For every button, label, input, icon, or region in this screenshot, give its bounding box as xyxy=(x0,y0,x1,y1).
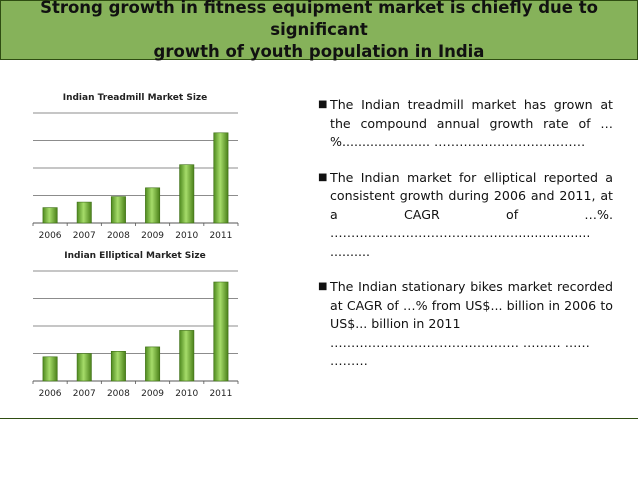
x-tick-label: 2011 xyxy=(209,231,232,241)
bar-2006 xyxy=(42,356,58,382)
square-bullet-icon: ■ xyxy=(318,171,328,183)
bar-2008 xyxy=(110,351,126,382)
x-tick-label: 2006 xyxy=(39,231,62,241)
bar-2007 xyxy=(76,201,92,224)
x-tick-label: 2007 xyxy=(73,231,96,241)
bullet-elliptical: ■ The Indian market for elliptical repor… xyxy=(318,169,613,262)
page-title: Strong growth in fitness equipment marke… xyxy=(40,0,598,61)
x-tick-label: 2009 xyxy=(141,231,164,241)
bar-2011 xyxy=(213,132,229,224)
treadmill-chart: Indian Treadmill Market Size 2006 2007 2008… xyxy=(32,93,239,241)
bullet-stationary-bikes: ■ The Indian stationary bikes market rec… xyxy=(318,278,613,371)
bullet-text: The Indian treadmill market has grown at… xyxy=(330,97,613,149)
x-tick-label: 2011 xyxy=(209,389,232,399)
chart-title: Indian Treadmill Market Size xyxy=(63,93,208,103)
bar-2010 xyxy=(179,164,195,224)
square-bullet-icon: ■ xyxy=(318,99,328,110)
bar-2010 xyxy=(179,330,195,382)
chart-title: Indian Elliptical Market Size xyxy=(64,251,205,261)
bar-2011 xyxy=(213,281,229,382)
footer-divider xyxy=(0,418,638,419)
x-tick-label: 2007 xyxy=(73,389,96,399)
bullet-list: ■ The Indian treadmill market has grown … xyxy=(318,96,613,388)
bar-2009 xyxy=(145,346,161,382)
x-tick-label: 2010 xyxy=(175,231,198,241)
x-tick-label: 2009 xyxy=(141,389,164,399)
x-tick-label: 2010 xyxy=(175,389,198,399)
title-banner: Strong growth in fitness equipment marke… xyxy=(0,0,638,61)
elliptical-chart: Indian Elliptical Market Size 2006 2007 200… xyxy=(32,251,239,399)
square-bullet-icon: ■ xyxy=(318,281,328,292)
bullet-text: The Indian market for elliptical reporte… xyxy=(330,169,613,259)
x-tick-label: 2008 xyxy=(107,231,130,241)
bullet-text: The Indian stationary bikes market recor… xyxy=(330,279,613,368)
bar-2007 xyxy=(76,353,92,382)
bar-2008 xyxy=(110,196,126,224)
bullet-treadmill: ■ The Indian treadmill market has grown … xyxy=(318,96,613,152)
x-tick-label: 2008 xyxy=(107,389,130,399)
x-tick-label: 2006 xyxy=(39,389,62,399)
bar-2009 xyxy=(145,187,161,224)
bar-2006 xyxy=(42,207,58,224)
